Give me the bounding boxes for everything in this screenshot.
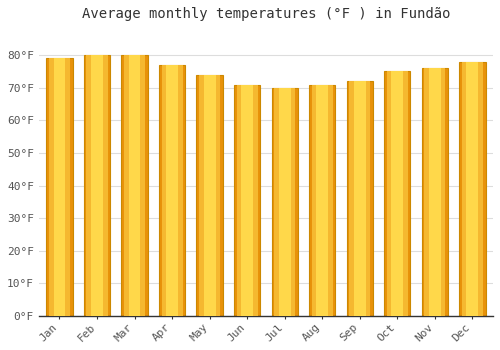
Bar <box>422 68 448 316</box>
Bar <box>241 84 253 316</box>
Bar <box>199 75 220 316</box>
Bar <box>274 88 295 316</box>
Bar <box>159 65 185 316</box>
Bar <box>204 75 216 316</box>
Bar <box>424 68 446 316</box>
Bar <box>350 81 370 316</box>
Bar <box>384 71 410 316</box>
Bar <box>387 71 408 316</box>
Bar <box>272 88 298 316</box>
Bar <box>392 71 403 316</box>
Bar <box>309 84 336 316</box>
Bar <box>234 84 260 316</box>
Bar <box>46 58 72 316</box>
Bar <box>346 81 373 316</box>
Bar <box>460 62 485 316</box>
Bar <box>128 55 140 316</box>
Bar <box>196 75 223 316</box>
Bar <box>86 55 108 316</box>
Bar <box>49 58 70 316</box>
Bar <box>236 84 258 316</box>
Bar <box>54 58 66 316</box>
Bar <box>312 84 333 316</box>
Bar <box>429 68 441 316</box>
Bar <box>122 55 148 316</box>
Bar <box>354 81 366 316</box>
Bar <box>166 65 178 316</box>
Bar <box>162 65 182 316</box>
Bar <box>91 55 103 316</box>
Bar <box>84 55 110 316</box>
Bar <box>316 84 328 316</box>
Bar <box>124 55 145 316</box>
Bar <box>466 62 478 316</box>
Bar <box>462 62 483 316</box>
Title: Average monthly temperatures (°F ) in Fundão: Average monthly temperatures (°F ) in Fu… <box>82 7 450 21</box>
Bar <box>279 88 290 316</box>
